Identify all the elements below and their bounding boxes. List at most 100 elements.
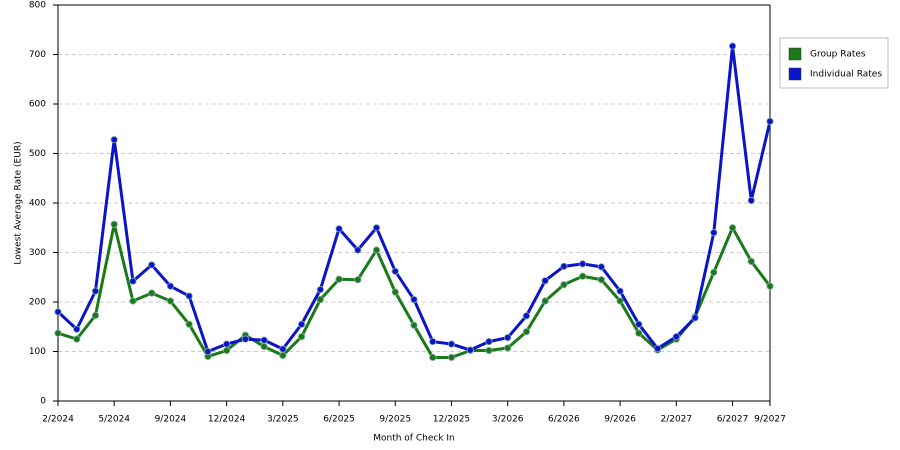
data-point — [522, 328, 531, 336]
x-tick-label: 12/2024 — [208, 415, 246, 425]
x-tick-label: 6/2025 — [323, 415, 355, 425]
x-tick-label: 6/2027 — [717, 415, 749, 425]
data-point — [410, 321, 418, 329]
x-tick-label: 12/2025 — [433, 415, 470, 425]
data-point — [522, 312, 531, 320]
data-point — [148, 289, 156, 297]
data-point — [504, 344, 512, 352]
data-point — [372, 224, 381, 232]
data-point — [504, 334, 512, 342]
y-tick-label: 100 — [29, 347, 46, 357]
data-point — [447, 340, 456, 348]
y-tick-label: 300 — [29, 248, 46, 258]
y-tick-label: 400 — [29, 199, 46, 209]
data-point — [204, 347, 212, 356]
data-point — [73, 325, 81, 333]
data-point — [410, 295, 418, 304]
data-point — [429, 337, 437, 346]
x-tick-label: 9/2024 — [155, 415, 187, 425]
legend-label: Group Rates — [810, 50, 866, 60]
data-point — [166, 282, 175, 290]
data-point — [747, 196, 755, 205]
data-point — [129, 277, 137, 285]
data-point — [185, 320, 193, 328]
x-tick-label: 9/2026 — [604, 415, 636, 425]
x-tick-label: 6/2026 — [548, 415, 580, 425]
data-point — [616, 297, 624, 305]
data-point — [110, 220, 118, 228]
y-tick-label: 700 — [29, 50, 46, 60]
data-point — [672, 333, 680, 341]
data-point — [354, 246, 362, 254]
data-point — [279, 345, 287, 353]
data-point — [447, 353, 456, 362]
y-tick-label: 200 — [29, 298, 46, 308]
data-point — [391, 267, 399, 275]
data-point — [279, 351, 287, 360]
data-point — [260, 342, 268, 351]
data-point — [91, 311, 100, 319]
data-point — [110, 136, 118, 144]
data-point — [54, 308, 62, 316]
data-point — [541, 277, 549, 285]
data-point — [635, 320, 643, 328]
data-point — [560, 262, 568, 270]
data-point — [616, 287, 624, 295]
data-point — [148, 261, 156, 269]
data-point — [466, 346, 474, 354]
x-tick-label: 2/2024 — [42, 415, 74, 425]
data-point — [710, 229, 718, 237]
data-point — [297, 320, 306, 328]
legend-label: Individual Rates — [810, 70, 882, 80]
data-point — [166, 297, 175, 305]
data-point — [560, 281, 568, 289]
legend-swatch — [788, 67, 802, 81]
data-point — [728, 42, 737, 50]
data-point — [710, 268, 718, 276]
data-point — [316, 286, 324, 294]
x-tick-label: 2/2027 — [660, 415, 692, 425]
data-point — [485, 337, 493, 346]
data-point — [635, 329, 643, 337]
legend-swatch — [788, 47, 802, 61]
x-tick-label: 3/2025 — [267, 415, 299, 425]
data-point — [91, 287, 100, 295]
y-tick-label: 500 — [29, 149, 46, 159]
data-point — [597, 263, 605, 271]
data-point — [372, 246, 381, 254]
x-tick-label: 9/2027 — [754, 415, 786, 425]
x-tick-label: 9/2025 — [379, 415, 411, 425]
data-point — [541, 297, 549, 305]
data-point — [691, 314, 699, 322]
data-point — [579, 272, 587, 280]
data-point — [297, 333, 306, 341]
data-point — [73, 335, 81, 343]
data-point — [766, 282, 774, 290]
data-point — [747, 257, 755, 266]
data-point — [597, 276, 605, 284]
y-tick-label: 800 — [29, 1, 46, 11]
data-point — [129, 297, 137, 305]
data-point — [579, 260, 587, 268]
data-point — [391, 288, 399, 296]
data-point — [354, 276, 362, 284]
data-point — [485, 346, 493, 355]
x-tick-label: 3/2026 — [492, 415, 524, 425]
y-tick-label: 600 — [29, 100, 46, 110]
legend-box — [779, 37, 889, 89]
data-point — [260, 336, 268, 344]
data-point — [54, 329, 62, 337]
data-point — [429, 353, 437, 362]
x-tick-label: 5/2024 — [98, 415, 130, 425]
y-tick-label: 0 — [40, 397, 46, 407]
data-point — [335, 275, 343, 283]
data-point — [728, 224, 737, 232]
data-point — [653, 344, 662, 353]
data-point — [766, 117, 774, 125]
data-point — [223, 346, 231, 355]
data-point — [185, 292, 193, 300]
data-point — [316, 295, 324, 304]
data-point — [241, 335, 249, 343]
